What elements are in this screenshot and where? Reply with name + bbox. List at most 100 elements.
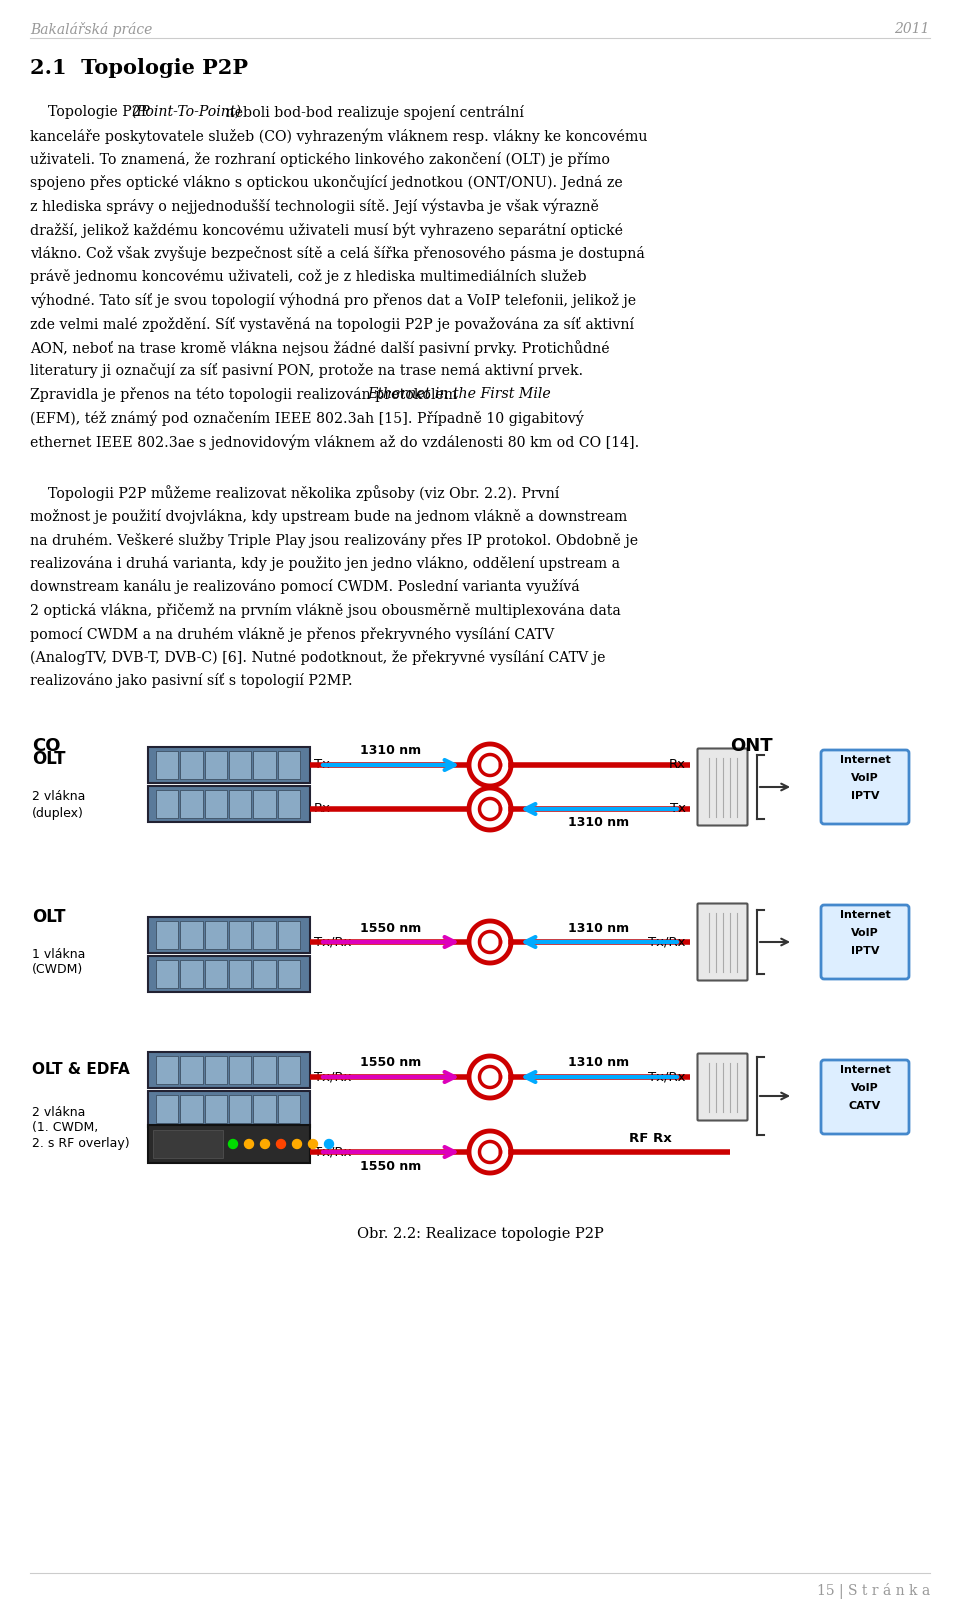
Bar [277,921,300,949]
FancyBboxPatch shape [821,1060,909,1134]
Text: 1550 nm: 1550 nm [360,1160,421,1173]
Text: spojeno přes optické vlákno s optickou ukončující jednotkou (ONT/ONU). Jedná ze: spojeno přes optické vlákno s optickou u… [30,176,623,190]
Text: IPTV: IPTV [851,791,879,801]
Text: pomocí CWDM a na druhém vlákně je přenos překryvného vysílání CATV: pomocí CWDM a na druhém vlákně je přenos… [30,627,554,641]
Text: ethernet IEEE 802.3ae s jednovidovým vláknem až do vzdálenosti 80 km od CO [14].: ethernet IEEE 802.3ae s jednovidovým vlá… [30,433,639,449]
Text: Tx/Rx: Tx/Rx [649,1070,686,1084]
Text: Tx/Rx: Tx/Rx [649,936,686,949]
Text: (1. CWDM,: (1. CWDM, [32,1121,98,1134]
Text: vlákno. Což však zvyšuje bezpečnost sítě a celá šířka přenosového pásma je dostu: vlákno. Což však zvyšuje bezpečnost sítě… [30,246,645,261]
Text: CATV: CATV [849,1100,881,1112]
Text: CO: CO [32,736,60,756]
Text: 2 vlákna: 2 vlákna [32,1105,85,1118]
Bar [204,789,227,818]
Text: OLT & EDFA: OLT & EDFA [32,1062,130,1076]
Text: Bakalářská práce: Bakalářská práce [30,23,153,37]
Text: (CWDM): (CWDM) [32,963,84,976]
Circle shape [228,1139,237,1149]
Text: 1310 nm: 1310 nm [360,744,421,757]
Bar [156,1095,179,1123]
Bar [277,960,300,988]
Text: výhodné. Tato síť je svou topologií výhodná pro přenos dat a VoIP telefonii, jel: výhodné. Tato síť je svou topologií výho… [30,293,636,308]
Text: 2 vlákna: 2 vlákna [32,791,85,804]
Bar [180,960,203,988]
Text: realizováno jako pasivní síť s topologií P2MP.: realizováno jako pasivní síť s topologií… [30,673,352,688]
Circle shape [276,1139,285,1149]
Text: IPTV: IPTV [851,946,879,955]
Text: 1550 nm: 1550 nm [360,1057,421,1070]
Bar [277,789,300,818]
Text: (Point-To-Point): (Point-To-Point) [132,105,241,119]
Text: 2 optická vlákna, přičemž na prvním vlákně jsou obousměrně multiplexována data: 2 optická vlákna, přičemž na prvním vlák… [30,603,621,619]
Text: 15 | S t r á n k a: 15 | S t r á n k a [817,1584,930,1600]
Bar [148,1124,310,1163]
Text: zde velmi malé zpoždění. Síť vystavěná na topologii P2P je považována za síť akt: zde velmi malé zpoždění. Síť vystavěná n… [30,316,634,332]
Text: Topologie P2P: Topologie P2P [30,105,155,119]
Bar [180,789,203,818]
Circle shape [324,1139,333,1149]
FancyBboxPatch shape [698,904,748,981]
Bar [229,1055,252,1084]
Bar [156,751,179,780]
Bar [180,1055,203,1084]
Circle shape [260,1139,270,1149]
Bar [253,921,276,949]
Bar [229,921,252,949]
Bar [253,1055,276,1084]
Text: z hlediska správy o nejjednodušší technologii sítě. Její výstavba je však výrazn: z hlediska správy o nejjednodušší techno… [30,200,599,214]
Text: 1550 nm: 1550 nm [360,921,421,934]
Text: Ethernet in the First Mile: Ethernet in the First Mile [367,387,551,401]
Bar [148,955,310,992]
Text: dražší, jelikož každému koncovému uživateli musí být vyhrazeno separátní optické: dražší, jelikož každému koncovému uživat… [30,222,623,238]
Text: Rx: Rx [314,802,331,815]
Text: (duplex): (duplex) [32,807,84,820]
Text: Rx: Rx [669,759,686,772]
Text: 2.1  Topologie P2P: 2.1 Topologie P2P [30,58,248,77]
Text: 1 vlákna: 1 vlákna [32,947,85,960]
Bar [148,1052,310,1087]
Bar [148,917,310,954]
Bar [204,751,227,780]
Bar [204,1055,227,1084]
Circle shape [245,1139,253,1149]
Bar [180,921,203,949]
Text: Internet: Internet [840,756,890,765]
Text: Tx: Tx [314,759,330,772]
FancyBboxPatch shape [821,751,909,823]
Bar [277,751,300,780]
Bar [148,748,310,783]
FancyBboxPatch shape [698,1054,748,1121]
Bar [153,1129,223,1158]
Circle shape [308,1139,318,1149]
Bar [253,960,276,988]
Text: (EFM), též známý pod označením IEEE 802.3ah [15]. Případně 10 gigabitový: (EFM), též známý pod označením IEEE 802.… [30,411,584,425]
Text: 2011: 2011 [895,23,930,35]
Text: VoIP: VoIP [852,1083,878,1092]
FancyBboxPatch shape [698,749,748,825]
Text: Internet: Internet [840,1065,890,1075]
Bar [180,1095,203,1123]
Bar [180,751,203,780]
Text: kanceláře poskytovatele služeb (CO) vyhrazeným vláknem resp. vlákny ke koncovému: kanceláře poskytovatele služeb (CO) vyhr… [30,129,647,143]
Bar [148,786,310,822]
Text: realizována i druhá varianta, kdy je použito jen jedno vlákno, oddělení upstream: realizována i druhá varianta, kdy je pou… [30,556,620,570]
FancyBboxPatch shape [821,905,909,979]
Bar [156,789,179,818]
Bar [253,751,276,780]
Text: uživateli. To znamená, že rozhraní optického linkového zakončení (OLT) je přímo: uživateli. To znamená, že rozhraní optic… [30,151,610,168]
Text: (AnalogTV, DVB-T, DVB-C) [6]. Nutné podotknout, že překryvné vysílání CATV je: (AnalogTV, DVB-T, DVB-C) [6]. Nutné podo… [30,649,606,665]
Text: na druhém. Veškeré služby Triple Play jsou realizovány přes IP protokol. Obdobně: na druhém. Veškeré služby Triple Play js… [30,533,638,548]
Text: RF Rx: RF Rx [629,1131,671,1144]
Text: právě jednomu koncovému uživateli, což je z hlediska multimediálních služeb: právě jednomu koncovému uživateli, což j… [30,269,587,285]
Text: downstream kanálu je realizováno pomocí CWDM. Poslední varianta využívá: downstream kanálu je realizováno pomocí … [30,580,580,594]
Text: Tx/Rx: Tx/Rx [314,936,351,949]
Bar [229,1095,252,1123]
Bar [156,1055,179,1084]
Bar [204,960,227,988]
Bar [253,789,276,818]
Text: Tx/Rx: Tx/Rx [314,1070,351,1084]
Text: možnost je použití dvojvlákna, kdy upstream bude na jednom vlákně a downstream: možnost je použití dvojvlákna, kdy upstr… [30,509,627,524]
Text: ONT: ONT [730,736,773,756]
Text: 1310 nm: 1310 nm [568,817,630,830]
Text: Internet: Internet [840,910,890,920]
